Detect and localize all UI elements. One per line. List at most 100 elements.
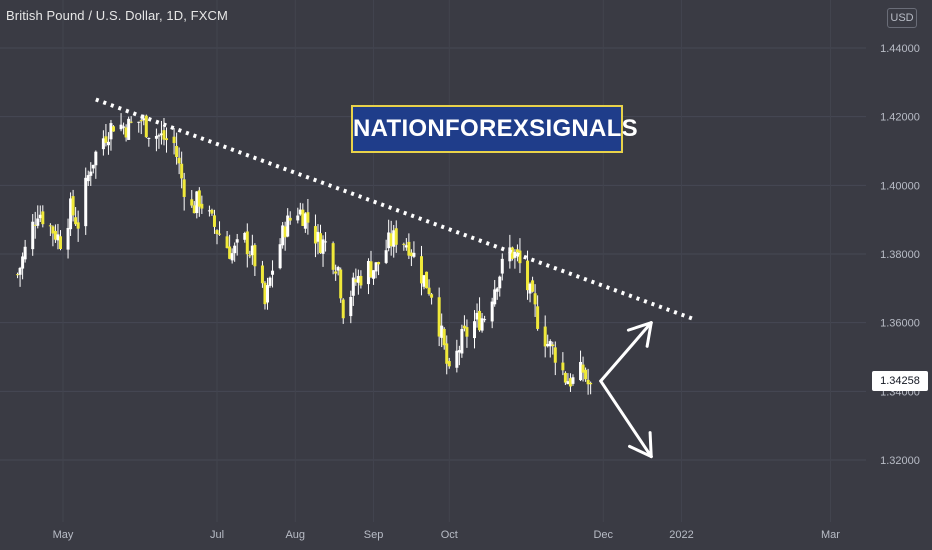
candle-body: [210, 209, 214, 214]
candle-body: [278, 244, 282, 269]
candle-body: [180, 163, 184, 179]
candle-body: [568, 378, 572, 387]
candle-body: [243, 232, 247, 240]
candle-body: [571, 377, 575, 384]
y-axis[interactable]: 1.440001.420001.400001.380001.360001.340…: [880, 43, 920, 467]
arrowhead-stroke: [648, 431, 653, 459]
candle-body: [142, 118, 146, 121]
candle-body: [324, 241, 328, 243]
up-projection-arrow[interactable]: [599, 321, 653, 383]
candle-body: [419, 256, 423, 284]
candle-body: [306, 212, 310, 223]
candle-body: [101, 138, 105, 150]
candle-body: [457, 350, 461, 353]
candle-body: [195, 191, 199, 214]
arrowhead-stroke: [645, 321, 653, 348]
candle-body: [566, 381, 570, 385]
candle-body: [286, 215, 290, 237]
down-projection-arrow[interactable]: [599, 379, 653, 459]
candle-body: [483, 319, 487, 321]
candle-body: [31, 221, 35, 250]
candle-body: [260, 265, 264, 284]
candle-body: [177, 157, 181, 164]
candle-body: [127, 118, 131, 140]
candle-body: [16, 274, 20, 276]
candle-body: [319, 233, 323, 253]
candle-body: [56, 234, 60, 241]
candle-body: [165, 138, 169, 141]
current-price-label: 1.34258: [872, 371, 928, 391]
candle-body: [518, 250, 522, 264]
candle-body: [442, 328, 446, 346]
candles-group: [16, 113, 593, 395]
candle-body: [91, 164, 95, 169]
candle-body: [74, 217, 78, 225]
candle-body: [387, 232, 391, 249]
chart-title: British Pound / U.S. Dollar, 1D, FXCM: [6, 8, 228, 23]
candle-body: [394, 228, 398, 245]
x-axis[interactable]: May Jul Aug Sep Oct Dec 2022 Mar: [53, 529, 841, 541]
candle-body: [200, 203, 204, 209]
candle-body: [339, 269, 343, 299]
resistance-trendline[interactable]: [95, 97, 695, 322]
candle-body: [455, 350, 459, 368]
candle-body: [475, 312, 479, 320]
candle-body: [374, 262, 378, 272]
candle-body: [533, 293, 537, 305]
candle-body: [536, 306, 540, 329]
candle-body: [41, 211, 45, 225]
candle-body: [245, 231, 249, 255]
candle-body: [440, 325, 444, 338]
candle-body: [38, 214, 42, 219]
candle-body: [465, 327, 469, 337]
candle-body: [175, 145, 179, 158]
candle-body: [531, 280, 535, 292]
candle-body: [321, 239, 325, 254]
candle-body: [478, 310, 482, 331]
candle-body: [233, 245, 237, 254]
watermark-badge: NATIONFOREXSIGNALS: [351, 105, 638, 153]
candle-body: [94, 151, 98, 166]
candle-body: [402, 243, 406, 245]
candle-body: [369, 261, 373, 278]
candle-body: [584, 369, 588, 380]
candle-body: [389, 233, 393, 247]
candle-body: [334, 271, 338, 274]
candle-body: [422, 275, 426, 287]
candle-body: [248, 255, 252, 257]
candle-body: [253, 245, 257, 267]
candle-body: [508, 247, 512, 262]
candle-body: [225, 236, 229, 249]
candle-body: [546, 343, 550, 347]
candle-body: [283, 226, 287, 238]
candle-body: [69, 198, 73, 230]
candle-body: [354, 279, 358, 283]
candle-body: [548, 341, 552, 347]
candle-body: [84, 177, 88, 227]
candle-body: [561, 362, 565, 371]
candle-body: [447, 361, 451, 367]
x-tick-label: May: [53, 529, 74, 541]
candle-body: [495, 288, 499, 292]
candle-body: [106, 141, 110, 146]
currency-button[interactable]: USD: [887, 8, 917, 28]
candle-body: [129, 121, 133, 123]
candle-body: [377, 261, 381, 265]
candle-body: [298, 209, 302, 215]
candle-body: [122, 126, 126, 128]
candle-body: [384, 250, 388, 263]
candle-body: [86, 175, 90, 182]
candle-body: [147, 137, 151, 139]
candle-body: [271, 270, 275, 275]
candle-body: [500, 258, 504, 274]
candle-body: [109, 123, 113, 140]
candle-body: [119, 124, 123, 130]
candle-body: [235, 239, 239, 243]
candle-body: [349, 296, 353, 317]
candle-body: [190, 199, 194, 206]
candle-body: [111, 126, 115, 132]
candle-body: [359, 275, 363, 286]
candle-body: [33, 224, 37, 226]
candle-body: [288, 217, 292, 221]
